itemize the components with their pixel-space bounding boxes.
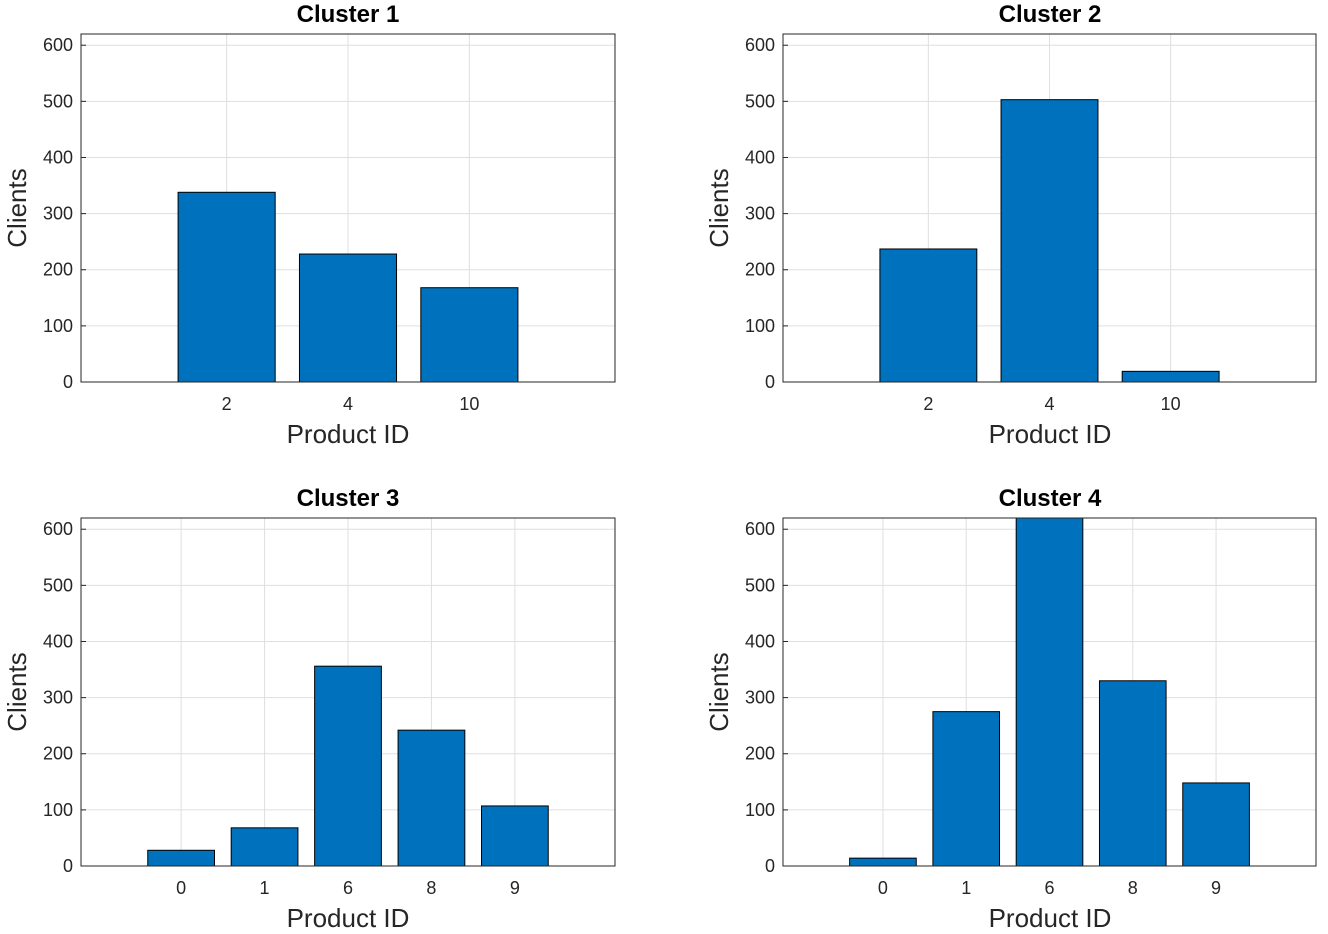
y-axis-label: Clients (2, 168, 32, 247)
y-tick-label: 200 (43, 744, 73, 764)
y-tick-label: 0 (63, 372, 73, 392)
x-tick-label: 6 (343, 878, 353, 898)
bar (1000, 99, 1099, 383)
x-tick-label: 4 (1044, 394, 1054, 414)
bar (397, 729, 466, 867)
y-tick-label: 300 (745, 688, 775, 708)
axes-box (80, 517, 616, 867)
x-tick-label: 2 (222, 394, 232, 414)
y-tick-label: 600 (43, 519, 73, 539)
bar (177, 191, 276, 383)
y-tick-label: 200 (745, 744, 775, 764)
x-axis-label: Product ID (287, 419, 410, 449)
bar (1098, 680, 1167, 867)
bar (1182, 782, 1250, 867)
x-tick-label: 9 (1211, 878, 1221, 898)
x-tick-label: 8 (426, 878, 436, 898)
bar (1121, 370, 1220, 383)
bar (932, 711, 1001, 867)
bar (1015, 517, 1084, 867)
axes-box (782, 33, 1317, 383)
y-tick-label: 0 (765, 856, 775, 876)
y-tick-label: 100 (43, 316, 73, 336)
y-tick-label: 300 (43, 204, 73, 224)
y-tick-label: 500 (43, 575, 73, 595)
y-axis-label: Clients (2, 652, 32, 731)
y-tick-label: 500 (43, 91, 73, 111)
x-axis-label: Product ID (287, 903, 410, 933)
y-tick-label: 600 (745, 35, 775, 55)
plot-area: 0 100 200 300 400 500 600 0 1 6 8 9 (43, 517, 616, 898)
x-tick-label: 2 (923, 394, 933, 414)
x-tick-label: 1 (260, 878, 270, 898)
y-tick-label: 100 (745, 316, 775, 336)
x-tick-label: 10 (459, 394, 479, 414)
subplot-cluster-2: 0 100 200 300 400 500 600 2 4 10 Cluster 2 Client… (704, 1, 1317, 449)
axes-box (782, 517, 1317, 867)
y-tick-label: 0 (765, 372, 775, 392)
plot-area: 0 100 200 300 400 500 600 2 4 10 (745, 33, 1317, 414)
x-tick-label: 8 (1128, 878, 1138, 898)
y-axis-label: Clients (704, 652, 734, 731)
y-tick-label: 200 (745, 260, 775, 280)
plot-area: 0 100 200 300 400 500 600 0 1 6 8 9 (745, 517, 1317, 898)
bar (314, 665, 382, 867)
y-axis-label: Clients (704, 168, 734, 247)
bar (298, 253, 398, 383)
bar (420, 287, 519, 383)
bar (879, 248, 978, 383)
y-tick-label: 300 (745, 204, 775, 224)
x-axis-label: Product ID (989, 419, 1112, 449)
x-tick-label: 4 (343, 394, 353, 414)
subplot-cluster-1: 0 100 200 300 400 500 600 2 4 10 Cluster 1 Client… (2, 1, 616, 449)
y-tick-label: 100 (43, 800, 73, 820)
axes-box (80, 33, 616, 383)
subplot-cluster-3: 0 100 200 300 400 500 600 0 1 6 8 9 Cluster 3 Clien… (2, 485, 616, 933)
bar (230, 827, 299, 867)
plot-area: 0 100 200 300 400 500 600 2 4 10 (43, 33, 616, 414)
y-tick-label: 0 (63, 856, 73, 876)
y-tick-label: 600 (43, 35, 73, 55)
y-tick-label: 500 (745, 91, 775, 111)
y-tick-label: 100 (745, 800, 775, 820)
y-tick-label: 600 (745, 519, 775, 539)
x-axis-label: Product ID (989, 903, 1112, 933)
y-tick-label: 400 (43, 147, 73, 167)
y-tick-label: 300 (43, 688, 73, 708)
y-tick-label: 400 (43, 631, 73, 651)
chart-title: Cluster 2 (999, 1, 1102, 28)
chart-title: Cluster 3 (297, 485, 400, 512)
subplot-cluster-4: 0 100 200 300 400 500 600 0 1 6 8 9 Cluster 4 Clien… (704, 485, 1317, 933)
x-tick-label: 10 (1161, 394, 1181, 414)
y-tick-label: 200 (43, 260, 73, 280)
bar (849, 857, 917, 867)
x-tick-label: 0 (878, 878, 888, 898)
chart-title: Cluster 1 (297, 1, 400, 28)
y-tick-label: 400 (745, 631, 775, 651)
x-tick-label: 1 (961, 878, 971, 898)
y-tick-label: 400 (745, 147, 775, 167)
bar (481, 805, 549, 867)
x-tick-label: 9 (510, 878, 520, 898)
y-tick-label: 500 (745, 575, 775, 595)
x-tick-label: 0 (176, 878, 186, 898)
chart-title: Cluster 4 (999, 485, 1102, 512)
x-tick-label: 6 (1044, 878, 1054, 898)
bar (147, 849, 215, 867)
